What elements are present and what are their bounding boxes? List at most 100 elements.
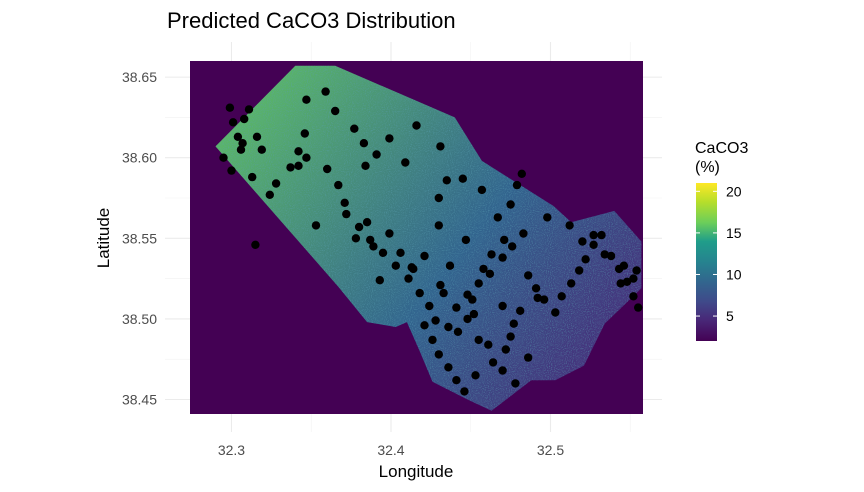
sample-point — [238, 139, 247, 148]
sample-point — [444, 322, 453, 332]
sample-point — [463, 314, 472, 324]
sample-point — [606, 251, 616, 261]
sample-point — [539, 295, 549, 304]
sample-point — [420, 321, 429, 330]
sample-point — [362, 218, 372, 227]
sample-point — [434, 221, 443, 230]
y-tick-label: 38.60 — [122, 150, 157, 166]
sample-point — [509, 319, 518, 328]
sample-point — [366, 235, 375, 245]
y-tick-label: 38.45 — [122, 391, 157, 407]
sample-point — [589, 240, 598, 249]
sample-point — [378, 248, 388, 257]
sample-point — [248, 172, 257, 182]
sample-point — [543, 213, 552, 222]
sample-point — [498, 253, 507, 262]
sample-point — [452, 376, 461, 385]
legend-tick-label: 5 — [726, 308, 734, 324]
sample-point — [391, 261, 400, 270]
sample-point — [225, 103, 235, 112]
sample-point — [359, 139, 369, 148]
sample-point — [350, 124, 359, 133]
sample-point — [501, 345, 510, 354]
sample-point — [565, 221, 574, 230]
study-area-texture — [215, 65, 642, 411]
sample-point — [444, 363, 453, 372]
sample-point — [415, 288, 424, 298]
x-tick-label: 32.5 — [537, 442, 564, 458]
sample-point — [516, 306, 525, 315]
sample-point — [431, 316, 440, 325]
legend-title-line2: (%) — [695, 159, 720, 176]
sample-points — [219, 87, 643, 396]
x-axis-ticks: 32.3 32.4 32.5 — [218, 442, 564, 458]
legend-tick-label: 15 — [726, 225, 742, 241]
sample-point — [498, 301, 507, 311]
sample-point — [294, 161, 303, 170]
sample-point — [634, 303, 643, 312]
sample-point — [506, 200, 515, 209]
sample-point — [578, 237, 587, 246]
sample-point — [396, 248, 405, 257]
sample-point — [434, 193, 443, 203]
sample-point — [461, 235, 471, 245]
legend-ticks: 5 10 15 20 — [696, 183, 742, 324]
sample-point — [404, 274, 413, 283]
sample-point — [412, 121, 421, 130]
sample-point — [484, 340, 493, 349]
sample-point — [622, 277, 632, 286]
sample-point — [581, 255, 590, 264]
sample-point — [311, 221, 321, 230]
sample-point — [471, 371, 480, 380]
sample-point — [334, 180, 343, 190]
sample-point — [477, 185, 487, 195]
sample-point — [445, 261, 455, 270]
sample-point — [286, 163, 295, 172]
sample-point — [369, 242, 378, 251]
sample-point — [265, 190, 274, 199]
y-axis-title: Latitude — [94, 208, 113, 269]
sample-point — [385, 229, 394, 238]
sample-point — [240, 114, 249, 124]
sample-point — [629, 274, 638, 283]
sample-point — [460, 387, 469, 396]
x-axis-title: Longitude — [379, 462, 454, 481]
x-tick-label: 32.3 — [218, 442, 245, 458]
sample-point — [375, 276, 384, 285]
sample-point — [469, 309, 479, 319]
sample-point — [479, 264, 488, 274]
sample-point — [407, 263, 416, 272]
sample-point — [589, 230, 598, 240]
sample-point — [271, 179, 281, 188]
sample-point — [629, 292, 638, 301]
sample-point — [575, 266, 584, 275]
sample-point — [257, 145, 266, 154]
legend-tick-label: 10 — [726, 266, 742, 282]
sample-point — [551, 308, 560, 317]
sample-point — [493, 213, 502, 222]
sample-point — [616, 279, 625, 288]
sample-point — [251, 240, 260, 249]
sample-point — [236, 145, 246, 154]
sample-point — [442, 176, 451, 185]
caco3-field — [215, 65, 642, 411]
sample-point — [487, 250, 496, 259]
sample-point — [485, 269, 495, 278]
legend: CaCO3 (%) 5 10 15 20 — [695, 140, 748, 341]
sample-point — [436, 280, 445, 290]
y-tick-label: 38.50 — [122, 311, 157, 327]
sample-point — [458, 174, 467, 183]
sample-point — [302, 153, 311, 162]
sample-point — [614, 264, 624, 274]
sample-point — [500, 235, 509, 245]
sample-point — [452, 303, 461, 312]
sample-point — [524, 271, 533, 280]
sample-point — [331, 106, 340, 116]
sample-point — [511, 379, 520, 388]
sample-point — [219, 153, 228, 162]
sample-point — [632, 266, 641, 275]
sample-point — [512, 180, 522, 190]
sample-point — [385, 134, 394, 143]
sample-point — [294, 147, 303, 156]
sample-point — [474, 335, 483, 345]
